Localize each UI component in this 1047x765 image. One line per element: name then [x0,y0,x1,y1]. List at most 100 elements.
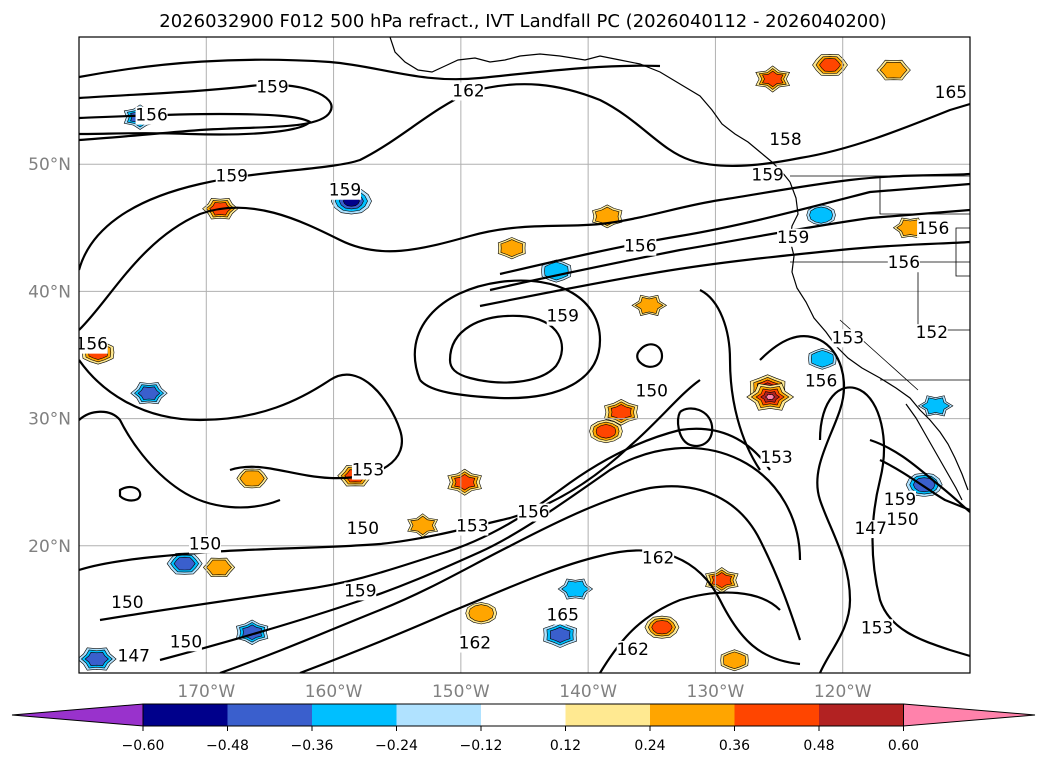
ivt-shading-patch [879,61,908,79]
colorbar-segment [312,704,397,726]
contour-line [499,182,970,276]
colorbar-frame [142,703,904,727]
contour-label-bg [883,490,916,509]
ivt-shading-patch [84,651,109,667]
contour-line [79,58,661,81]
contour-label-bg [642,549,675,568]
contour-label: 156 [624,237,656,257]
contour-label: 158 [769,130,801,150]
contour-label-bg [456,517,489,536]
ivt-shading-patch [544,261,569,281]
contour-label-bg [917,219,950,238]
contour-label: 156 [76,335,108,355]
contour-line [118,486,142,502]
contour-label: 150 [170,632,202,652]
contour-label: 165 [546,606,578,626]
ivt-shading-patch [921,397,950,415]
contour-label-bg [329,181,362,200]
ivt-shading-patch [764,393,776,400]
contour-label: 159 [777,228,809,248]
lat-tick-label: 20°N [28,537,71,557]
contour-label: 156 [135,106,167,126]
colorbar-tick-label: −0.36 [291,738,334,754]
contour-label: 150 [886,510,918,530]
colorbar-tick-label: −0.60 [122,738,165,754]
contour-line [879,459,970,512]
ivt-shading-patch [723,651,746,670]
colorbar-segment [396,704,481,726]
ivt-shading-patch [468,604,494,623]
colorbar-tick-label: 0.12 [550,738,581,754]
ivt-shading-patch [651,620,673,635]
map-frame [78,36,971,674]
contour-label-bg [344,582,377,601]
contour-label-bg [887,254,920,273]
contour-label: 150 [636,382,668,402]
colorbar-tick-label: 0.36 [719,738,750,754]
colorbar-tick-label: −0.12 [460,738,503,754]
contour-line [159,446,802,662]
contour-label-bg [805,372,838,391]
contour-label-bg [915,324,948,343]
ivt-shading-patch [595,424,617,439]
contour-line [636,343,664,368]
contour-label-bg [934,83,967,102]
contour-label-bg [256,78,289,97]
longitude-ticks: 170°W 160°W 150°W 140°W 130°W 120°W [177,682,871,702]
lon-tick-label: 170°W [177,682,235,702]
latitude-ticks: 20°N 30°N 40°N 50°N [28,155,71,557]
contour-line [869,438,970,513]
contour-line [79,359,403,480]
colorbar-tick-label: 0.60 [888,738,919,754]
contour-label: 162 [642,548,674,568]
ivt-shading-patch [819,58,841,72]
contour-label: 147 [854,519,886,539]
colorbar-segment [227,704,312,726]
contour-label-bg [624,237,657,256]
contour-label-bg [861,619,894,638]
contour-label-bg [189,535,222,554]
contour-line [699,289,761,471]
contour-label: 153 [861,618,893,638]
contour-label: 162 [616,640,648,660]
colorbar-tick-label: 0.48 [803,738,834,754]
contour-label: 150 [189,534,221,554]
colorbar: −0.60 −0.48 −0.36 −0.24 −0.12 0.12 0.24 0.36 0.4… [11,703,1036,754]
contour-line [677,407,714,448]
lat-tick-label: 40°N [28,282,71,302]
contour-label: 162 [459,634,491,654]
contour-label-bg [886,511,919,530]
ivt-shading-patch [634,296,664,314]
contour-label: 147 [118,646,150,666]
contour-label-bg [458,634,491,653]
ivt-shading-patch [239,470,265,487]
contour-label: 153 [832,328,864,348]
lon-tick-label: 140°W [559,682,617,702]
ivt-shading-patch [809,206,833,224]
colorbar-segment [734,704,819,726]
lat-tick-label: 50°N [28,155,71,175]
contour-label-bg [635,382,668,401]
contour-line [413,279,602,400]
colorbar-tick-label: 0.24 [634,738,665,754]
contour-label-bg [215,167,248,186]
contour-line [79,83,970,271]
ivt-shading-patch [711,572,733,589]
contour-label: 156 [888,253,920,273]
contour-label: 153 [352,461,384,481]
lon-tick-label: 160°W [305,682,363,702]
ivt-shading-patch [610,404,632,421]
refractivity-contours [79,58,970,673]
contour-label-bg [854,520,887,539]
contour-label-bg [616,640,649,659]
contour-label: 165 [935,83,967,103]
contour-label: 159 [216,167,248,187]
contour-line [759,335,852,673]
colorbar-segment [565,704,650,726]
ivt-shading-patch [500,239,523,258]
contour-label-bg [169,633,202,652]
colorbar-extend-high [903,703,1036,727]
colorbar-segment [143,704,228,726]
ivt-shading-patch [810,350,834,368]
